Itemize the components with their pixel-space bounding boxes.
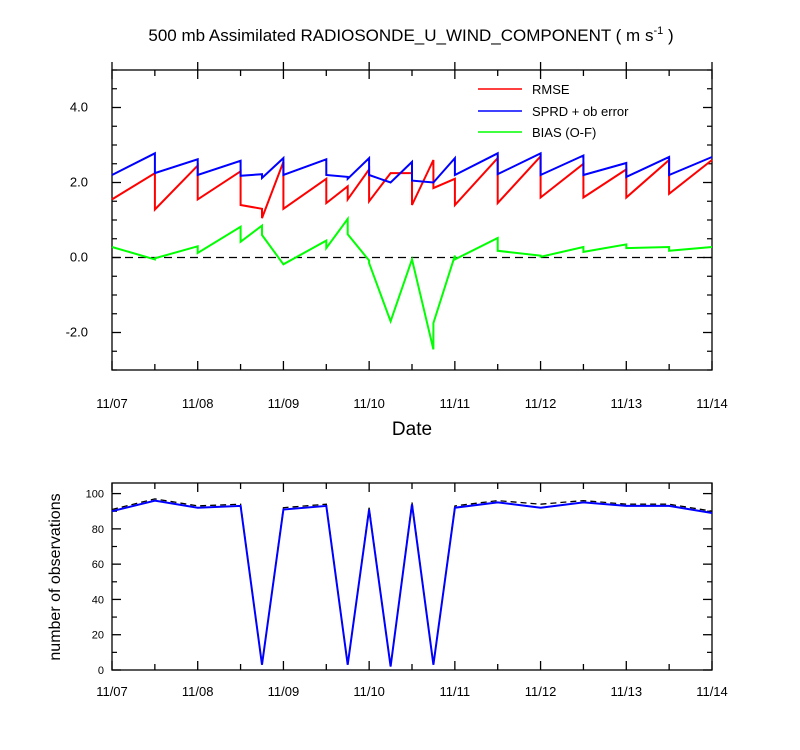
x-tick-label: 11/09 — [268, 684, 300, 699]
chart-title-main: 500 mb Assimilated RADIOSONDE_U_WIND_COM… — [148, 26, 653, 45]
x-tick-label: 11/13 — [610, 684, 642, 699]
x-tick-label: 11/08 — [182, 396, 214, 411]
series-line-assimilated — [111, 499, 713, 667]
x-tick-label: 11/11 — [440, 396, 471, 411]
x-tick-label: 11/07 — [96, 396, 128, 411]
x-tick-label: 11/10 — [353, 396, 385, 411]
legend-label-sprd: SPRD + ob error — [532, 104, 629, 119]
y-tick-label: 2.0 — [70, 175, 88, 190]
y-tick-label: 4.0 — [70, 100, 88, 115]
legend-label-rmse: RMSE — [532, 82, 570, 97]
top-lines — [111, 151, 713, 350]
y-tick-label: 80 — [92, 524, 104, 536]
y-tick-label: 0 — [98, 665, 104, 677]
x-tick-label: 11/10 — [353, 684, 385, 699]
chart-title: 500 mb Assimilated RADIOSONDE_U_WIND_COM… — [148, 25, 673, 45]
top-ticks: 11/07 11/08 11/09 11/10 11/11 11/12 11/13 11/14… — [66, 62, 728, 411]
x-axis-label: Date — [392, 419, 432, 440]
series-line-bias-o-f — [111, 215, 713, 350]
y-tick-label: 60 — [92, 559, 104, 571]
x-tick-label: 11/14 — [696, 684, 728, 699]
x-tick-label: 11/14 — [696, 396, 728, 411]
series-line-sprd-ob-error — [111, 151, 713, 184]
x-tick-label: 11/09 — [268, 396, 300, 411]
x-tick-label: 11/08 — [182, 684, 214, 699]
bottom-chart: 11/07 11/08 11/09 11/10 11/11 11/12 11/13 11/14… — [47, 482, 728, 699]
legend: RMSE SPRD + ob error BIAS (O-F) — [478, 82, 629, 140]
bottom-ticks: 11/07 11/08 11/09 11/10 11/11 11/12 11/13 11/14… — [86, 483, 728, 699]
x-tick-label: 11/07 — [96, 684, 128, 699]
x-tick-label: 11/12 — [525, 684, 557, 699]
bottom-lines — [111, 498, 713, 667]
y-tick-label: 0.0 — [70, 250, 88, 265]
y-axis-label-observations: number of observations — [47, 493, 64, 660]
y-tick-label: 40 — [92, 594, 104, 606]
y-tick-label: 20 — [92, 630, 104, 642]
y-tick-label: 100 — [86, 489, 104, 501]
x-tick-label: 11/12 — [525, 396, 557, 411]
legend-label-bias: BIAS (O-F) — [532, 125, 596, 140]
chart-title-sup: -1 — [653, 25, 663, 37]
top-chart: 500 mb Assimilated RADIOSONDE_U_WIND_COM… — [66, 25, 728, 440]
chart-title-end: ) — [663, 26, 673, 45]
series-line-possible — [111, 498, 713, 667]
y-tick-label: -2.0 — [66, 325, 88, 340]
x-tick-label: 11/11 — [440, 684, 471, 699]
x-tick-label: 11/13 — [610, 396, 642, 411]
